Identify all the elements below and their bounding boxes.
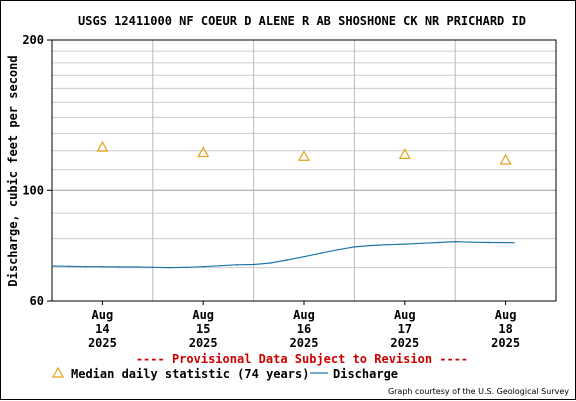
discharge-point [303,255,305,258]
median-series [96,140,512,165]
discharge-point [168,266,171,269]
x-tick-label: Aug [394,308,416,322]
x-tick-label: Aug [293,308,315,322]
discharge-point [236,264,238,266]
usgs-credit: Graph courtesy of the U.S. Geological Su… [388,387,569,396]
discharge-line [51,240,515,269]
x-tick-label: 2025 [491,336,520,350]
discharge-point [404,243,406,245]
legend: Median daily statistic (74 years) Discha… [51,366,398,381]
median-legend-label: Median daily statistic (74 years) [71,367,309,381]
discharge-point [84,265,87,268]
y-tick-label: 60 [30,294,44,308]
median-point [96,140,109,152]
provisional-notice: ---- Provisional Data Subject to Revisio… [136,352,468,366]
discharge-point [370,244,373,247]
x-tick-label: Aug [192,308,214,322]
x-tick-label: Aug [495,308,517,322]
x-tick-label: 15 [196,322,210,336]
discharge-point [118,266,120,268]
discharge-point [152,266,154,269]
x-tick-label: 2025 [290,336,319,350]
discharge-point [202,265,204,268]
x-tick-label: 18 [498,322,512,336]
discharge-point [437,241,440,244]
discharge-point [353,246,356,248]
x-tick-label: 2025 [88,336,117,350]
minor-gridlines [52,50,556,269]
median-point [197,146,210,158]
discharge-point [471,241,473,243]
median-point [297,149,311,161]
x-tick-label: Aug [92,308,114,322]
plot-area [51,39,557,302]
median-point [398,148,411,159]
y-tick-label: 200 [22,33,44,47]
y-tick-label: 100 [22,183,44,197]
discharge-point [219,264,221,267]
discharge-point [336,248,339,251]
x-tick-label: 2025 [189,336,218,350]
discharge-point [488,241,490,244]
x-tick-label: 16 [297,322,311,336]
discharge-point [135,266,137,268]
x-tick-label: 17 [398,322,412,336]
median-legend-marker [51,366,65,378]
x-axis-ticks: Aug142025Aug152025Aug162025Aug172025Aug1… [88,301,520,350]
discharge-point [454,240,457,243]
discharge-legend-label: Discharge [333,367,398,381]
discharge-point [387,243,389,246]
discharge-point [320,252,322,255]
median-point [499,153,512,165]
y-axis-label: Discharge, cubic feet per second [6,55,20,286]
discharge-point [513,241,515,244]
y-axis-ticks: 60 100 200 [22,33,52,308]
discharge-point [420,242,423,245]
discharge-point [68,265,70,268]
x-tick-label: 14 [95,322,109,336]
discharge-point [269,262,272,264]
x-tick-label: 2025 [390,336,419,350]
discharge-point [51,265,53,267]
discharge-series [51,240,515,269]
discharge-point [252,263,255,266]
discharge-point [185,266,188,269]
discharge-point [286,259,289,261]
discharge-point [101,265,104,268]
chart-title: USGS 12411000 NF COEUR D ALENE R AB SHOS… [78,14,526,28]
major-gridlines [52,40,556,301]
